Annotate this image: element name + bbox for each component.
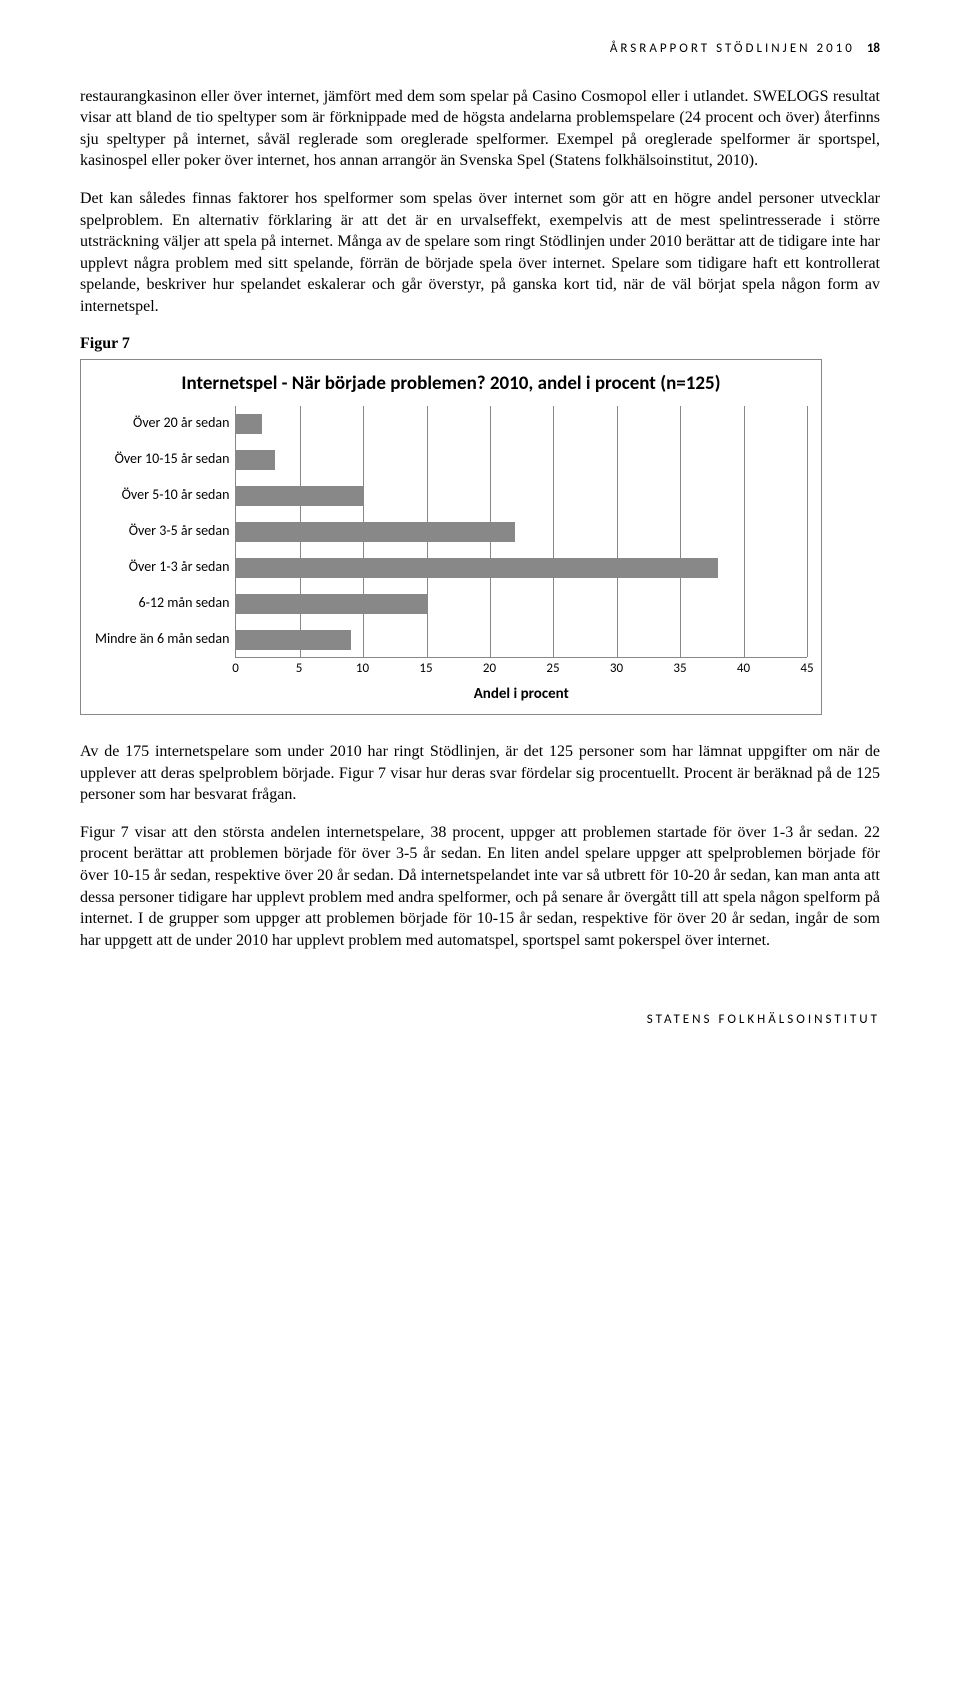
- chart-area: Över 20 år sedanÖver 10-15 år sedanÖver …: [95, 406, 807, 704]
- chart-y-label: Över 5-10 år sedan: [95, 478, 235, 514]
- chart-gridline: [744, 406, 745, 657]
- chart-gridline: [680, 406, 681, 657]
- page-number: 18: [867, 41, 880, 56]
- chart-x-tick: 30: [610, 660, 623, 678]
- chart-x-tick: 20: [483, 660, 496, 678]
- chart-y-label: Över 20 år sedan: [95, 406, 235, 442]
- page-footer: STATENS FOLKHÄLSOINSTITUT: [80, 1011, 880, 1029]
- chart-x-ticks: 051015202530354045: [235, 658, 807, 678]
- chart-y-label: Över 10-15 år sedan: [95, 442, 235, 478]
- chart-title: Internetspel - När började problemen? 20…: [95, 368, 807, 406]
- chart-gridline: [807, 406, 808, 657]
- chart-y-label: Mindre än 6 mån sedan: [95, 622, 235, 658]
- chart-gridline: [553, 406, 554, 657]
- chart-bar: [236, 630, 350, 650]
- page-header: ÅRSRAPPORT STÖDLINJEN 2010 18: [80, 40, 880, 58]
- chart-bar: [236, 486, 363, 506]
- chart-bar: [236, 558, 718, 578]
- header-text: ÅRSRAPPORT STÖDLINJEN 2010: [610, 41, 855, 56]
- chart-y-label: Över 3-5 år sedan: [95, 514, 235, 550]
- paragraph-1: restaurangkasinon eller över internet, j…: [80, 86, 880, 172]
- paragraph-2: Det kan således finnas faktorer hos spel…: [80, 188, 880, 318]
- chart-bar: [236, 522, 515, 542]
- chart-x-tick: 40: [737, 660, 750, 678]
- chart-x-tick: 35: [673, 660, 686, 678]
- chart-bar: [236, 594, 426, 614]
- chart-x-tick: 10: [356, 660, 369, 678]
- chart-x-tick: 5: [296, 660, 303, 678]
- chart-x-tick: 0: [232, 660, 239, 678]
- chart-y-labels: Över 20 år sedanÖver 10-15 år sedanÖver …: [95, 406, 235, 658]
- chart-x-tick: 45: [800, 660, 813, 678]
- chart-bar: [236, 450, 274, 470]
- chart-y-label: Över 1-3 år sedan: [95, 550, 235, 586]
- chart-gridline: [617, 406, 618, 657]
- chart-bar: [236, 414, 261, 434]
- chart-x-tick: 25: [546, 660, 559, 678]
- chart-plot-zone: 051015202530354045 Andel i procent: [235, 406, 807, 704]
- paragraph-4: Figur 7 visar att den största andelen in…: [80, 822, 880, 952]
- chart-figure-7: Internetspel - När började problemen? 20…: [80, 359, 822, 715]
- chart-y-label: 6-12 mån sedan: [95, 586, 235, 622]
- figure-label: Figur 7: [80, 333, 880, 355]
- chart-x-axis-label: Andel i procent: [235, 684, 807, 704]
- chart-plot: [235, 406, 807, 658]
- chart-x-tick: 15: [419, 660, 432, 678]
- paragraph-3: Av de 175 internetspelare som under 2010…: [80, 741, 880, 806]
